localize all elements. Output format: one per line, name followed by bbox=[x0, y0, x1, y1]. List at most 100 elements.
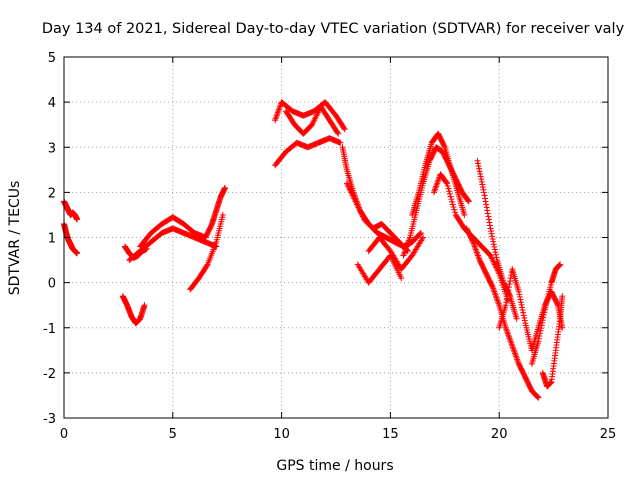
data-point bbox=[483, 204, 490, 211]
data-point bbox=[477, 170, 484, 177]
data-point bbox=[521, 317, 528, 324]
data-point bbox=[486, 222, 493, 229]
data-point bbox=[483, 201, 490, 208]
y-tick-label: -3 bbox=[43, 412, 56, 427]
data-point bbox=[486, 219, 493, 226]
data-point bbox=[479, 184, 486, 191]
data-point bbox=[222, 184, 229, 191]
data-point bbox=[503, 296, 510, 303]
data-point bbox=[341, 126, 348, 133]
y-tick-label: -2 bbox=[43, 367, 56, 382]
data-point bbox=[481, 192, 488, 199]
data-point bbox=[489, 236, 496, 243]
data-point bbox=[445, 185, 452, 192]
data-point bbox=[465, 197, 472, 204]
data-point bbox=[490, 241, 497, 248]
data-point bbox=[488, 228, 495, 235]
data-point bbox=[469, 237, 476, 244]
data-point bbox=[487, 225, 494, 232]
y-axis-label: SDTVAR / TECUs bbox=[7, 181, 23, 296]
data-point bbox=[493, 254, 500, 261]
data-point bbox=[539, 319, 546, 326]
y-tick-label: 2 bbox=[48, 186, 56, 201]
data-point bbox=[446, 188, 453, 195]
data-points bbox=[61, 99, 566, 401]
data-point bbox=[492, 251, 499, 258]
data-point bbox=[516, 291, 523, 298]
data-point bbox=[519, 304, 526, 311]
data-point bbox=[443, 179, 450, 186]
data-point bbox=[447, 193, 454, 200]
data-point bbox=[479, 181, 486, 188]
data-point bbox=[540, 311, 547, 318]
data-point bbox=[334, 129, 341, 136]
data-point bbox=[505, 284, 512, 291]
data-point bbox=[534, 393, 541, 400]
data-point bbox=[491, 246, 498, 253]
data-point bbox=[441, 143, 448, 150]
data-point bbox=[491, 243, 498, 250]
y-tick-label: 0 bbox=[48, 277, 56, 292]
data-point bbox=[484, 207, 491, 214]
data-point bbox=[515, 288, 522, 295]
data-point bbox=[474, 160, 481, 167]
data-point bbox=[517, 296, 524, 303]
data-point bbox=[518, 301, 525, 308]
data-point bbox=[451, 206, 458, 213]
data-point bbox=[559, 293, 566, 300]
data-point bbox=[489, 233, 496, 240]
data-point bbox=[517, 299, 524, 306]
data-point bbox=[503, 299, 510, 306]
y-tick-label: 4 bbox=[48, 96, 56, 111]
x-tick-label: 5 bbox=[169, 427, 177, 442]
y-tick-label: 1 bbox=[48, 232, 56, 247]
data-point bbox=[480, 186, 487, 193]
data-point bbox=[74, 216, 81, 223]
data-point bbox=[476, 165, 483, 172]
data-point bbox=[504, 290, 511, 297]
data-point bbox=[417, 230, 424, 237]
data-point bbox=[337, 139, 344, 146]
y-tick-label: -1 bbox=[43, 322, 56, 337]
data-point bbox=[478, 178, 485, 185]
data-point bbox=[535, 335, 542, 342]
data-point bbox=[449, 201, 456, 208]
x-tick-label: 10 bbox=[273, 427, 290, 442]
data-point bbox=[535, 338, 542, 345]
data-point bbox=[535, 394, 542, 401]
data-point bbox=[557, 261, 564, 268]
data-point bbox=[478, 176, 485, 183]
x-tick-label: 0 bbox=[60, 427, 68, 442]
data-point bbox=[537, 330, 543, 337]
data-point bbox=[446, 190, 453, 197]
data-point bbox=[504, 293, 511, 300]
data-point bbox=[534, 394, 541, 401]
chart-title: Day 134 of 2021, Sidereal Day-to-day VTE… bbox=[42, 21, 625, 37]
data-point bbox=[203, 262, 210, 269]
data-point bbox=[420, 234, 427, 241]
data-point bbox=[538, 325, 545, 332]
data-point bbox=[465, 198, 472, 205]
data-point bbox=[536, 333, 543, 340]
data-point bbox=[141, 302, 148, 309]
data-point bbox=[461, 211, 468, 218]
axis-ticks: 0 5 10 15 20 25 -3 -2 -1 0 1 2 3 4 5 bbox=[43, 51, 616, 442]
data-point bbox=[538, 322, 545, 329]
x-tick-label: 15 bbox=[382, 427, 399, 442]
data-point bbox=[335, 130, 342, 137]
x-tick-label: 25 bbox=[600, 427, 617, 442]
data-point bbox=[520, 309, 527, 316]
data-point bbox=[482, 195, 489, 202]
data-point bbox=[474, 157, 481, 164]
data-point bbox=[513, 315, 520, 322]
y-tick-label: 5 bbox=[48, 51, 56, 66]
data-point bbox=[450, 204, 457, 211]
data-point bbox=[484, 210, 491, 217]
y-tick-label: 3 bbox=[48, 141, 56, 156]
data-point bbox=[485, 213, 492, 220]
data-point bbox=[476, 168, 483, 175]
data-point bbox=[480, 189, 487, 196]
data-point bbox=[475, 163, 482, 170]
data-point bbox=[482, 198, 489, 205]
